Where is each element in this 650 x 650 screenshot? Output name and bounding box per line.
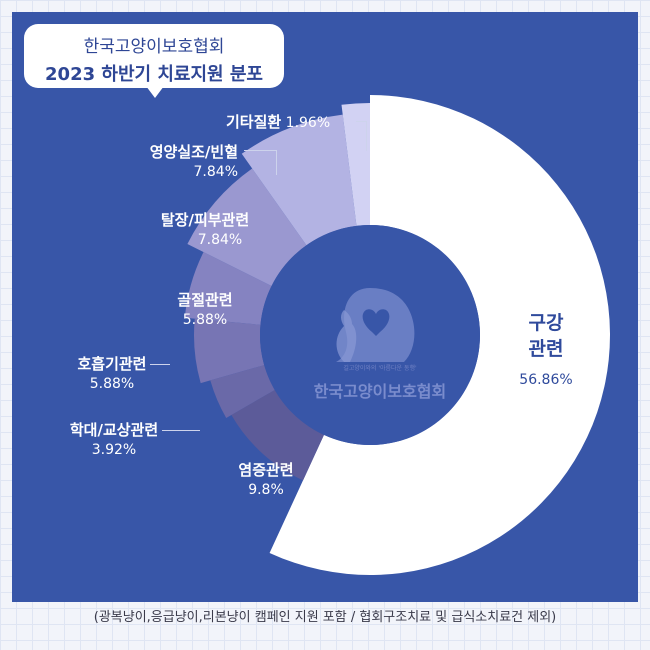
label-hernia: 탈장/피부관련 7.84% <box>160 211 250 248</box>
label-resp: 호흡기관련 5.88% <box>77 355 147 392</box>
title-bubble: 한국고양이보호협회 2023 하반기 치료지원 분포 <box>24 24 284 88</box>
center-logo: 길고양이와의 '아름다운 동행' 한국고양이보호협회 <box>300 280 460 401</box>
footnote: (광복냥이,응급냥이,리본냥이 캠페인 지원 포함 / 협회구조치료 및 급식소… <box>93 610 557 625</box>
label-other: 기타질환 1.96% <box>226 113 331 131</box>
slice-inflam <box>231 389 324 481</box>
label-fract: 골절관련 5.88% <box>177 291 233 328</box>
org-name: 한국고양이보호협회 <box>83 37 225 57</box>
slice-other <box>341 103 370 226</box>
slice-resp <box>194 318 265 384</box>
leader-other <box>356 121 366 122</box>
leader-nutri <box>244 150 276 151</box>
slice-oral <box>269 95 610 575</box>
label-abuse: 학대/교상관련 3.92% <box>69 421 159 458</box>
slice-abuse <box>210 365 275 418</box>
label-inflam: 염증관련 9.8% <box>238 461 294 498</box>
label-nutri: 영양실조/빈혈 7.84% <box>149 143 238 180</box>
label-oral: 구강 관련 56.86% <box>519 312 573 388</box>
slice-fract <box>184 252 272 325</box>
cat-heart-logo-icon <box>336 288 415 362</box>
leader-resp <box>150 364 170 365</box>
logo-tagline: 길고양이와의 '아름다운 동행' <box>343 365 417 372</box>
leader-abuse <box>162 430 200 431</box>
bubble-tail <box>146 86 164 98</box>
leader-nutri-v <box>276 150 277 175</box>
slice-nutri <box>241 114 357 246</box>
leader-other-v <box>366 121 367 151</box>
logo-name: 한국고양이보호협회 <box>313 382 447 401</box>
slice-hernia <box>187 168 307 286</box>
chart-title: 2023 하반기 치료지원 분포 <box>45 64 263 85</box>
